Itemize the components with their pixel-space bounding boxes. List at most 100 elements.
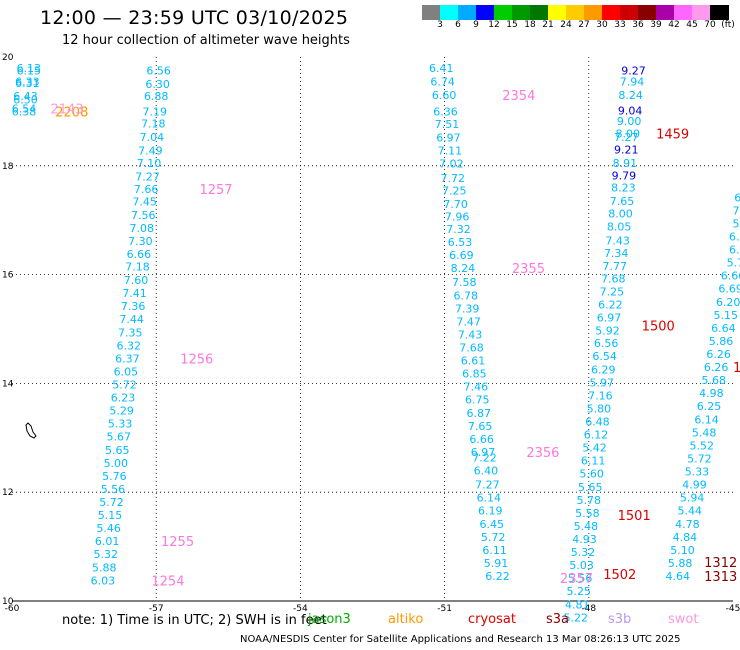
- wave-height-value: 6: [734, 191, 740, 204]
- wave-height-value: 7.72: [441, 172, 466, 185]
- wave-height-value: 7.02: [439, 158, 464, 171]
- colorbar-swatch: [638, 5, 657, 20]
- wave-height-value: 6.97: [436, 132, 461, 145]
- wave-height-value: 4.84: [673, 531, 698, 544]
- wave-height-value: 7.25: [600, 285, 625, 298]
- wave-height-value: 5.56: [568, 572, 593, 585]
- wave-height-value: 5.80: [587, 402, 612, 415]
- wave-height-value: 6.45: [479, 518, 504, 531]
- pass-time-label: 2356: [526, 446, 559, 461]
- wave-height-value: 6.69: [449, 249, 474, 262]
- satellite-legend-s3a: s3a: [546, 612, 570, 627]
- wave-height-value: 7.27: [614, 131, 639, 144]
- altimeter-track: 6.416.746.606.367.516.977.117.027.727.25…: [429, 62, 510, 583]
- colorbar-label: 30: [596, 20, 608, 30]
- wave-height-value: 4.99: [682, 479, 707, 492]
- wave-height-value: 4.81: [565, 598, 590, 611]
- wave-height-value: 6.56: [146, 65, 171, 78]
- colorbar-label: 6: [455, 20, 461, 30]
- wave-height-value: 7.44: [119, 313, 144, 326]
- wave-height-value: 5.25: [566, 585, 591, 598]
- wave-height-value: 6.38: [12, 105, 37, 118]
- wave-height-value: 6.13: [17, 62, 42, 75]
- wave-height-value: 5.48: [692, 426, 717, 439]
- wave-height-value: 5.15: [714, 309, 739, 322]
- colorbar-swatch: [458, 5, 477, 20]
- wave-height-value: 5.72: [99, 496, 124, 509]
- wave-height-value: 4.78: [675, 518, 700, 531]
- wave-height-value: 6.66: [469, 433, 494, 446]
- wave-height-value: 6.11: [581, 455, 606, 468]
- wave-height-value: 6.75: [465, 394, 490, 407]
- wave-height-value: 7.46: [464, 381, 489, 394]
- wave-height-value: 5.33: [685, 466, 710, 479]
- wave-height-value: 7.10: [137, 157, 162, 170]
- colorbar-label: 70: [704, 20, 716, 30]
- colorbar-swatch: [602, 5, 621, 20]
- wave-height-value: 5.88: [668, 557, 693, 570]
- wave-height-value: 5.65: [578, 481, 603, 494]
- wave-height-value: 7.77: [603, 260, 628, 273]
- wave-height-value: 4.64: [665, 570, 690, 583]
- wave-height-value: 7.35: [118, 326, 143, 339]
- latitude-tick-label: 12: [2, 488, 13, 498]
- wave-height-value: 6.48: [585, 415, 610, 428]
- altimeter-track: 67.5.6.26.55.76.666.696.205.156.645.866.…: [665, 191, 740, 583]
- wave-height-value: 6.78: [453, 289, 478, 302]
- page-title: 12:00 — 23:59 UTC 03/10/2025: [40, 7, 349, 29]
- wave-height-value: 6.15: [17, 65, 42, 78]
- wave-height-value: 7.25: [442, 184, 467, 197]
- wave-height-value: 6.05: [114, 365, 139, 378]
- wave-height-value: 7.96: [445, 210, 470, 223]
- wave-height-value: 6.66: [721, 270, 740, 283]
- wave-height-value: 6.20: [716, 296, 740, 309]
- wave-height-value: 7.49: [138, 145, 163, 158]
- pass-time-label: 1500: [642, 320, 675, 335]
- wave-height-value: 6.64: [711, 322, 736, 335]
- colorbar-swatch: [422, 5, 441, 20]
- wave-height-value: 9.79: [612, 170, 637, 183]
- pass-time-label: 1: [733, 361, 740, 376]
- wave-height-value: 5.42: [582, 442, 607, 455]
- wave-height-value: 4.93: [572, 533, 597, 546]
- pass-time-label: 2355: [512, 262, 545, 277]
- pass-time-label: 1459: [656, 128, 689, 143]
- wave-height-value: 8.00: [615, 128, 640, 141]
- credit-line: NOAA/NESDIS Center for Satellite Applica…: [240, 634, 681, 645]
- longitude-tick-label: -57: [149, 604, 164, 614]
- wave-height-value: 6.69: [718, 283, 740, 296]
- wave-height-value: 5.92: [595, 325, 620, 338]
- wave-height-value: 6.23: [111, 392, 136, 405]
- longitude-tick-label: -54: [293, 604, 308, 614]
- wave-height-value: 5.32: [571, 546, 596, 559]
- wave-height-value: 7.32: [446, 223, 471, 236]
- pass-time-label: 1502: [603, 568, 636, 583]
- wave-height-value: 8.24: [451, 262, 476, 275]
- pass-time-label: 2354: [502, 89, 535, 104]
- colorbar-label: 3: [437, 20, 443, 30]
- wave-height-value: 6.31: [15, 77, 40, 90]
- wave-height-value: 7.18: [125, 260, 150, 273]
- wave-height-value: 6.61: [461, 355, 486, 368]
- wave-height-value: 6.25: [697, 400, 722, 413]
- wave-height-value: 5.91: [484, 557, 509, 570]
- wave-height-value: 5.10: [670, 544, 695, 557]
- wave-height-value: 6.11: [482, 544, 507, 557]
- wave-height-value: 7.47: [456, 315, 481, 328]
- wave-height-value: 6.03: [91, 574, 116, 587]
- wave-height-value: 5.86: [709, 335, 734, 348]
- wave-height-value: 7.45: [132, 196, 157, 209]
- wave-height-value: 7.66: [134, 183, 159, 196]
- colorbar-label: 27: [578, 20, 590, 30]
- satellite-legend-jason3: jason3: [308, 612, 351, 627]
- wave-height-value: 7.19: [143, 105, 168, 118]
- page-subtitle: 12 hour collection of altimeter wave hei…: [62, 33, 350, 48]
- altimeter-track: 9.27 9.04 9.21 9.79: [612, 65, 646, 183]
- wave-height-value: 5.48: [574, 520, 599, 533]
- wave-height-value: 7.70: [443, 198, 468, 211]
- wave-height-value: 6.14: [477, 492, 502, 505]
- longitude-tick-label: -45: [726, 604, 740, 614]
